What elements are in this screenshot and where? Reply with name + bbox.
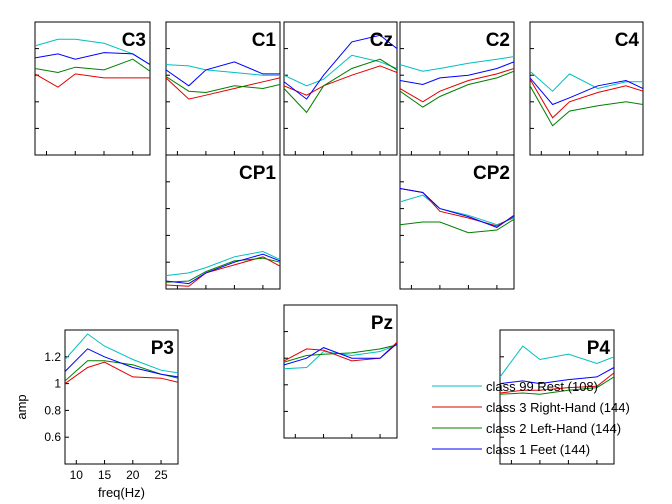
series-line-feet xyxy=(35,52,150,66)
panel-frame xyxy=(399,21,515,156)
series-line-rest xyxy=(65,333,178,374)
series-line-right xyxy=(500,372,614,394)
panel-frame xyxy=(283,304,398,439)
legend-item-right: class 3 Right-Hand (144) xyxy=(432,400,630,415)
series-line-feet xyxy=(65,348,178,378)
legend: class 99 Rest (108) class 3 Right-Hand (1… xyxy=(432,379,630,457)
legend-label: class 2 Left-Hand (144) xyxy=(486,421,621,436)
series-line-rest xyxy=(166,250,280,277)
series-line-right xyxy=(65,361,178,385)
series-line-feet xyxy=(530,77,643,106)
panel-pz: Pz xyxy=(283,304,398,439)
legend-label: class 3 Right-Hand (144) xyxy=(486,400,630,415)
panel-title: Cz xyxy=(370,30,393,51)
panel-title: P3 xyxy=(151,338,174,359)
series-line-left xyxy=(400,70,514,108)
series-lines xyxy=(500,345,614,395)
series-lines xyxy=(530,70,643,127)
y-axis-label: amp xyxy=(14,394,29,419)
series-lines xyxy=(284,341,397,370)
series-line-left xyxy=(500,376,614,395)
y-tick-label: 1 xyxy=(54,377,61,391)
x-tick-label: 25 xyxy=(154,468,168,482)
y-tick-label: 0.8 xyxy=(44,403,61,417)
series-line-left xyxy=(400,218,514,234)
y-tick-label: 0.6 xyxy=(44,430,61,444)
panel-frame xyxy=(283,21,398,156)
panel-frame xyxy=(64,329,179,465)
legend-item-feet: class 1 Feet (144) xyxy=(432,442,590,457)
series-line-rest xyxy=(284,54,397,87)
panel-frame xyxy=(34,21,151,156)
panel-c1: C1 xyxy=(165,21,281,156)
legend-item-left: class 2 Left-Hand (144) xyxy=(432,421,621,436)
series-line-right xyxy=(166,77,280,100)
series-line-left xyxy=(284,58,397,114)
series-line-right xyxy=(530,78,643,119)
legend-label: class 99 Rest (108) xyxy=(486,379,598,394)
series-line-feet xyxy=(400,61,514,86)
series-line-rest xyxy=(400,56,514,72)
series-line-feet xyxy=(400,188,514,228)
panel-cp1: CP1 xyxy=(165,154,281,290)
series-line-left xyxy=(35,58,150,74)
panel-c4: C4 xyxy=(529,21,644,156)
x-axis-label: freq(Hz) xyxy=(98,485,145,500)
series-lines xyxy=(166,61,280,100)
panel-title: C1 xyxy=(252,30,277,51)
y-tick-label: 1.2 xyxy=(44,350,61,364)
panel-cp2: CP2 xyxy=(399,154,515,290)
panel-p3: P3 10 15 20 25 0.6 0.8 1 1.2 freq(Hz) amp xyxy=(14,329,179,500)
panel-p4: P4 xyxy=(499,329,615,465)
panel-c3: C3 xyxy=(34,21,151,156)
series-line-feet xyxy=(284,34,397,100)
series-line-right xyxy=(400,68,514,103)
series-line-feet xyxy=(500,367,614,385)
series-lines xyxy=(400,56,514,108)
panel-title: C2 xyxy=(486,30,510,51)
x-tick-label: 15 xyxy=(98,468,112,482)
series-lines xyxy=(166,250,280,287)
panel-cz: Cz xyxy=(283,21,398,156)
series-line-rest xyxy=(500,345,614,378)
series-line-rest xyxy=(166,64,280,76)
series-line-right xyxy=(284,65,397,96)
panel-c2: C2 xyxy=(399,21,515,156)
series-line-left xyxy=(284,344,397,363)
panel-title: CP2 xyxy=(473,163,510,184)
panel-title: C3 xyxy=(122,30,146,51)
x-tick-label: 10 xyxy=(70,468,84,482)
x-tick-label: 20 xyxy=(126,468,140,482)
panel-title: C4 xyxy=(615,30,640,51)
series-line-left xyxy=(166,257,280,283)
series-lines xyxy=(35,38,150,88)
panel-title: Pz xyxy=(371,313,393,334)
series-line-feet xyxy=(284,343,397,366)
series-line-rest xyxy=(400,194,514,226)
series-lines xyxy=(284,34,397,114)
series-line-feet xyxy=(166,61,280,87)
panels-layer: C3 C1 Cz C2 C4 CP1 CP2 P3 10 15 20 25 0.6 0.8 1 1.2 freq… xyxy=(14,21,644,500)
legend-item-rest: class 99 Rest (108) xyxy=(432,379,598,394)
series-line-feet xyxy=(166,253,280,285)
panel-frame xyxy=(499,329,615,465)
series-line-left xyxy=(166,76,280,94)
series-line-right xyxy=(35,73,150,88)
panel-title: CP1 xyxy=(239,163,276,184)
panel-title: P4 xyxy=(587,338,611,359)
series-lines xyxy=(65,333,178,385)
series-lines xyxy=(400,188,514,234)
series-line-left xyxy=(530,85,643,127)
legend-label: class 1 Feet (144) xyxy=(486,442,590,457)
